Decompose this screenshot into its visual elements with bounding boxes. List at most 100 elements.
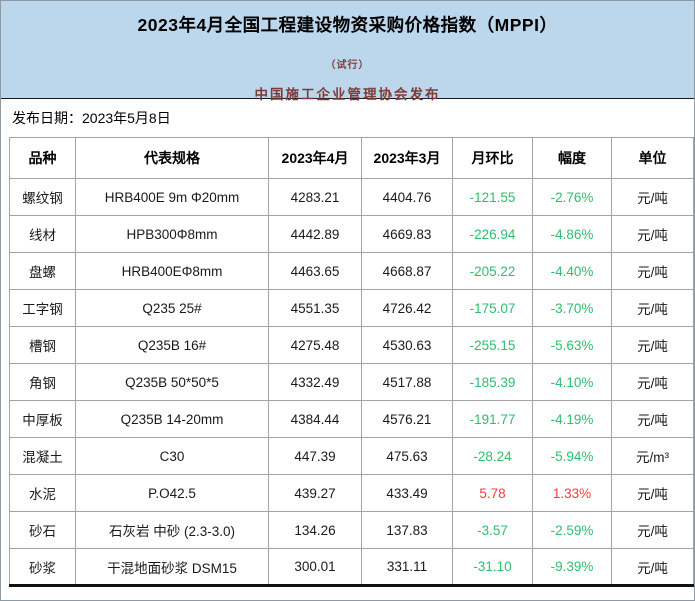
cell-mom-change: -255.15 (452, 326, 533, 364)
cell-apr-value: 4275.48 (268, 326, 362, 364)
cell-pct-change: -4.40% (532, 252, 612, 290)
cell-mar-value: 137.83 (361, 511, 453, 549)
cell-mar-value: 4668.87 (361, 252, 453, 290)
cell-apr-value: 4463.65 (268, 252, 362, 290)
table-row: 盘螺 HRB400EΦ8mm 4463.65 4668.87 -205.22 -… (9, 252, 694, 290)
cell-spec: Q235B 50*50*5 (75, 363, 269, 401)
cell-variety: 角钢 (9, 363, 76, 401)
cell-spec: Q235B 14-20mm (75, 400, 269, 438)
cell-variety: 线材 (9, 215, 76, 253)
cell-apr-value: 4384.44 (268, 400, 362, 438)
cell-apr-value: 4442.89 (268, 215, 362, 253)
cell-variety: 槽钢 (9, 326, 76, 364)
cell-spec: 石灰岩 中砂 (2.3-3.0) (75, 511, 269, 549)
cell-variety: 水泥 (9, 474, 76, 512)
cell-apr-value: 4283.21 (268, 178, 362, 216)
cell-variety: 螺纹钢 (9, 178, 76, 216)
cell-apr-value: 447.39 (268, 437, 362, 475)
cell-unit: 元/吨 (611, 400, 694, 438)
cell-unit: 元/吨 (611, 178, 694, 216)
cell-pct-change: -4.19% (532, 400, 612, 438)
cell-variety: 盘螺 (9, 252, 76, 290)
cell-spec: P.O42.5 (75, 474, 269, 512)
cell-mar-value: 433.49 (361, 474, 453, 512)
cell-unit: 元/m³ (611, 437, 694, 475)
col-header-apr-2023: 2023年4月 (268, 137, 362, 179)
cell-unit: 元/吨 (611, 215, 694, 253)
cell-mom-change: -205.22 (452, 252, 533, 290)
table-row: 工字钢 Q235 25# 4551.35 4726.42 -175.07 -3.… (9, 289, 694, 327)
cell-mom-change: -28.24 (452, 437, 533, 475)
cell-apr-value: 439.27 (268, 474, 362, 512)
cell-apr-value: 4332.49 (268, 363, 362, 401)
cell-mar-value: 4530.63 (361, 326, 453, 364)
cell-mom-change: 5.78 (452, 474, 533, 512)
col-header-pct-change: 幅度 (532, 137, 612, 179)
table-row: 线材 HPB300Φ8mm 4442.89 4669.83 -226.94 -4… (9, 215, 694, 253)
cell-variety: 中厚板 (9, 400, 76, 438)
cell-mom-change: -31.10 (452, 548, 533, 586)
cell-unit: 元/吨 (611, 548, 694, 586)
cell-pct-change: -5.94% (532, 437, 612, 475)
cell-spec: HRB400EΦ8mm (75, 252, 269, 290)
cell-apr-value: 134.26 (268, 511, 362, 549)
cell-pct-change: -2.59% (532, 511, 612, 549)
cell-mom-change: -226.94 (452, 215, 533, 253)
cell-mar-value: 4669.83 (361, 215, 453, 253)
cell-variety: 砂石 (9, 511, 76, 549)
cell-spec: Q235B 16# (75, 326, 269, 364)
cell-unit: 元/吨 (611, 363, 694, 401)
table-row: 中厚板 Q235B 14-20mm 4384.44 4576.21 -191.7… (9, 400, 694, 438)
table-row: 砂浆 干混地面砂浆 DSM15 300.01 331.11 -31.10 -9.… (9, 548, 694, 586)
report-publisher: 中国施工企业管理协会发布 (254, 87, 441, 103)
cell-apr-value: 4551.35 (268, 289, 362, 327)
col-header-variety: 品种 (9, 137, 76, 179)
cell-mom-change: -3.57 (452, 511, 533, 549)
cell-variety: 混凝土 (9, 437, 76, 475)
cell-unit: 元/吨 (611, 326, 694, 364)
cell-spec: HRB400E 9m Φ20mm (75, 178, 269, 216)
cell-unit: 元/吨 (611, 511, 694, 549)
cell-mom-change: -185.39 (452, 363, 533, 401)
table-header-row: 品种 代表规格 2023年4月 2023年3月 月环比 幅度 单位 (9, 137, 694, 179)
table-row: 螺纹钢 HRB400E 9m Φ20mm 4283.21 4404.76 -12… (9, 178, 694, 216)
cell-mar-value: 4404.76 (361, 178, 453, 216)
cell-mom-change: -175.07 (452, 289, 533, 327)
col-header-mar-2023: 2023年3月 (361, 137, 453, 179)
cell-mar-value: 4726.42 (361, 289, 453, 327)
col-header-spec: 代表规格 (75, 137, 269, 179)
table-row: 混凝土 C30 447.39 475.63 -28.24 -5.94% 元/m³ (9, 437, 694, 475)
col-header-mom-change: 月环比 (452, 137, 533, 179)
cell-pct-change: -4.86% (532, 215, 612, 253)
release-date: 发布日期：2023年5月8日 (12, 110, 171, 126)
cell-spec: C30 (75, 437, 269, 475)
cell-pct-change: -3.70% (532, 289, 612, 327)
cell-apr-value: 300.01 (268, 548, 362, 586)
table-row: 水泥 P.O42.5 439.27 433.49 5.78 1.33% 元/吨 (9, 474, 694, 512)
cell-variety: 砂浆 (9, 548, 76, 586)
cell-unit: 元/吨 (611, 252, 694, 290)
cell-mar-value: 331.11 (361, 548, 453, 586)
table-row: 角钢 Q235B 50*50*5 4332.49 4517.88 -185.39… (9, 363, 694, 401)
cell-pct-change: -5.63% (532, 326, 612, 364)
cell-spec: Q235 25# (75, 289, 269, 327)
cell-pct-change: -9.39% (532, 548, 612, 586)
cell-pct-change: -2.76% (532, 178, 612, 216)
cell-unit: 元/吨 (611, 474, 694, 512)
cell-variety: 工字钢 (9, 289, 76, 327)
report-title: 2023年4月全国工程建设物资采购价格指数（MPPI） (137, 15, 558, 35)
report-subtitle: （试行） (325, 60, 370, 71)
cell-mom-change: -121.55 (452, 178, 533, 216)
cell-unit: 元/吨 (611, 289, 694, 327)
cell-spec: 干混地面砂浆 DSM15 (75, 548, 269, 586)
col-header-unit: 单位 (611, 137, 694, 179)
cell-mar-value: 4517.88 (361, 363, 453, 401)
cell-spec: HPB300Φ8mm (75, 215, 269, 253)
cell-mar-value: 475.63 (361, 437, 453, 475)
cell-pct-change: -4.10% (532, 363, 612, 401)
cell-mom-change: -191.77 (452, 400, 533, 438)
table-row: 砂石 石灰岩 中砂 (2.3-3.0) 134.26 137.83 -3.57 … (9, 511, 694, 549)
cell-pct-change: 1.33% (532, 474, 612, 512)
table-row: 槽钢 Q235B 16# 4275.48 4530.63 -255.15 -5.… (9, 326, 694, 364)
